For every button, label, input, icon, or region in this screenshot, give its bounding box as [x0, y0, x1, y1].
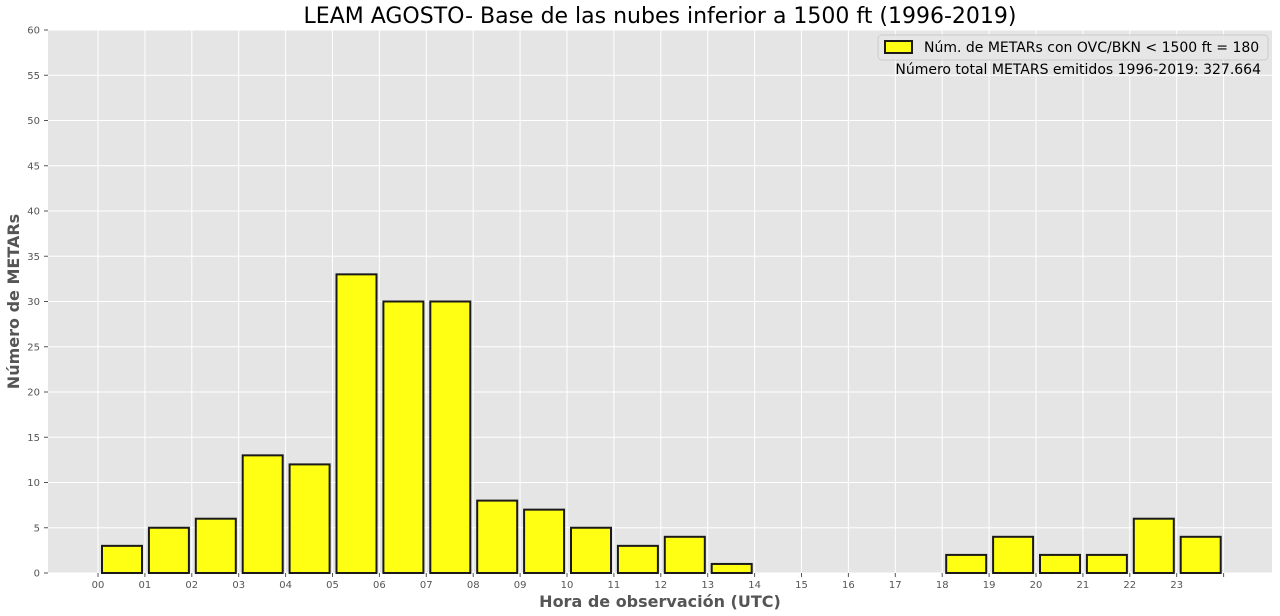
- y-tick-label: 35: [27, 252, 40, 263]
- x-tick-label: 04: [279, 580, 292, 591]
- bar-12: [663, 535, 706, 574]
- bar-01: [147, 526, 190, 574]
- x-tick-label: 16: [842, 580, 855, 591]
- x-tick-label: 00: [92, 580, 105, 591]
- x-tick-label: 15: [795, 580, 808, 591]
- y-tick-label: 45: [27, 161, 40, 172]
- bar-05: [335, 273, 378, 574]
- x-tick-label: 20: [1030, 580, 1043, 591]
- legend-box: [877, 34, 1269, 61]
- y-tick-label: 60: [27, 26, 40, 37]
- y-tick-label: 10: [27, 478, 40, 489]
- legend-label: Núm. de METARs con OVC/BKN < 1500 ft = 1…: [924, 40, 1259, 56]
- y-tick-label: 5: [34, 523, 40, 534]
- x-tick-label: 23: [1170, 580, 1183, 591]
- x-tick-label: 08: [467, 580, 480, 591]
- bar-03: [241, 454, 284, 575]
- y-axis-ticks: 0 5 10 15 20 25 30 35 40 45 50 55 60: [27, 26, 48, 580]
- y-tick-label: 50: [27, 116, 40, 127]
- bar-11: [616, 544, 659, 574]
- y-tick-label: 30: [27, 297, 40, 308]
- x-tick-label: 19: [983, 580, 996, 591]
- x-tick-label: 17: [889, 580, 902, 591]
- x-tick-label: 09: [514, 580, 527, 591]
- x-tick-label: 06: [373, 580, 386, 591]
- bar-13: [710, 562, 753, 575]
- legend: Núm. de METARs con OVC/BKN < 1500 ft = 1…: [877, 34, 1269, 78]
- bar-18: [945, 553, 988, 575]
- bar-08: [476, 499, 519, 575]
- y-tick-label: 40: [27, 207, 40, 218]
- y-tick-label: 15: [27, 433, 40, 444]
- x-tick-label: 07: [420, 580, 433, 591]
- legend-swatch: [884, 40, 913, 54]
- bar-04: [288, 463, 331, 574]
- y-tick-label: 25: [27, 342, 40, 353]
- bar-10: [570, 526, 612, 574]
- x-tick-label: 01: [139, 580, 152, 591]
- x-tick-label: 12: [654, 580, 667, 591]
- bar-21: [1085, 553, 1128, 575]
- x-tick-label: 21: [1077, 580, 1090, 591]
- x-tick-label: 18: [936, 580, 949, 591]
- y-axis-label: Número de METARs: [4, 214, 23, 389]
- bar-20: [1039, 553, 1081, 575]
- y-tick-label: 20: [27, 388, 40, 399]
- x-tick-label: 03: [232, 580, 245, 591]
- bar-23: [1179, 535, 1222, 574]
- x-tick-label: 02: [185, 580, 198, 591]
- bar-02: [194, 517, 237, 575]
- x-tick-label: 05: [326, 580, 339, 591]
- x-tick-label: 22: [1123, 580, 1136, 591]
- x-tick-label: 13: [701, 580, 714, 591]
- bar-22: [1132, 517, 1175, 575]
- bars: [101, 273, 1222, 575]
- x-axis-label: Hora de observación (UTC): [539, 592, 781, 611]
- x-axis-ticks: 00 01 02 03 04 05 06 07 08 09 10 11 12 13 14 15 16 17 18 19…: [92, 573, 1225, 591]
- y-tick-label: 0: [34, 569, 40, 580]
- bar-19: [992, 535, 1035, 574]
- bar-07: [429, 300, 472, 574]
- x-tick-label: 14: [748, 580, 761, 591]
- bar-06: [382, 300, 425, 574]
- x-tick-label: 10: [561, 580, 574, 591]
- total-metars-annotation: Número total METARS emitidos 1996-2019: …: [895, 62, 1261, 78]
- chart-title: LEAM AGOSTO- Base de las nubes inferior …: [304, 4, 1017, 29]
- bar-00: [101, 544, 143, 574]
- bar-09: [523, 508, 566, 574]
- x-tick-label: 11: [608, 580, 621, 591]
- y-tick-label: 55: [27, 71, 40, 82]
